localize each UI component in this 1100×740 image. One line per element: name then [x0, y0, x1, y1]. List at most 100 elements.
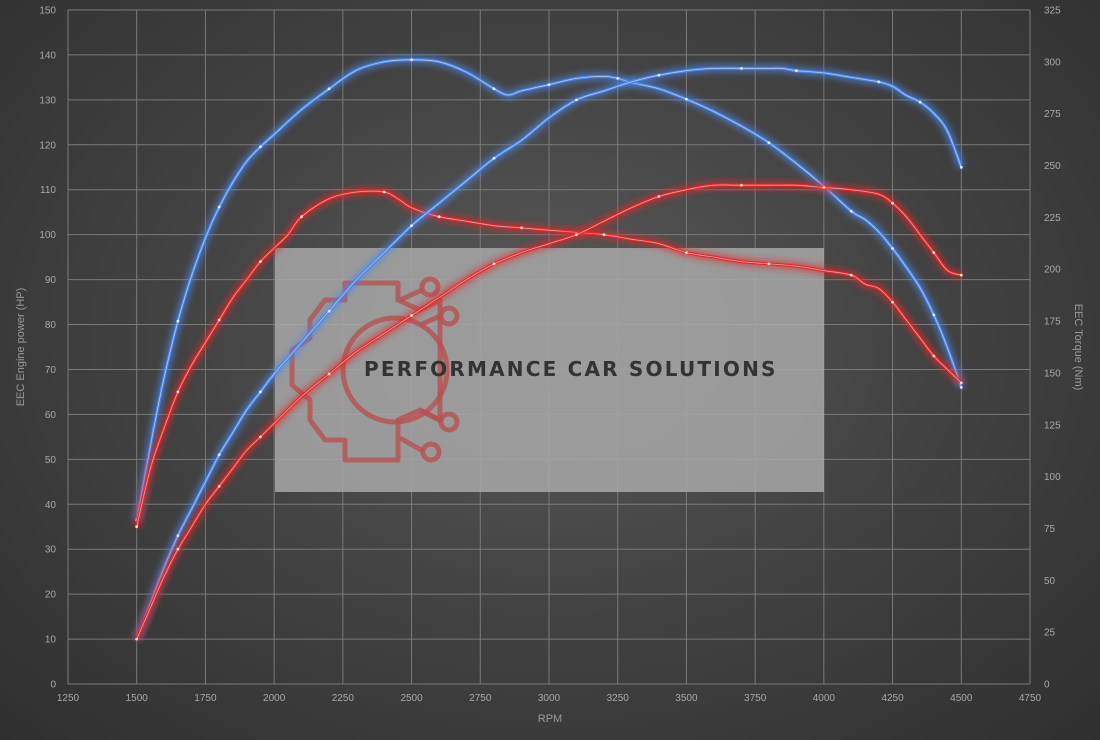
x-tick-label: 2000: [263, 693, 286, 704]
data-point: [135, 637, 139, 641]
x-axis-ticks: 1250 1500 1750 2000 2250 2500 2750 3000 3250 3500…: [57, 693, 1042, 704]
y-left-tick-label: 70: [45, 365, 57, 376]
data-point: [259, 390, 262, 394]
data-point: [932, 251, 936, 255]
x-tick-label: 1250: [57, 693, 80, 704]
data-point: [217, 453, 221, 457]
y-left-tick-label: 20: [45, 590, 57, 601]
y-axis-right-title: EEC Torque (Nm): [1072, 304, 1084, 391]
x-tick-label: 4750: [1019, 693, 1042, 704]
y-right-tick-label: 125: [1044, 420, 1061, 431]
data-point: [657, 73, 661, 77]
y-axis-right-ticks: 0 25 50 75 100 125 150 175 200 225 250 275 300 325: [1044, 6, 1061, 691]
y-right-tick-label: 150: [1044, 368, 1061, 379]
series-highlight: [136, 67, 962, 640]
watermark-brand-text: PERFORMANCE CAR SOLUTIONS: [364, 357, 778, 381]
series-highlight: [136, 190, 962, 527]
x-tick-label: 3750: [744, 693, 767, 704]
y-left-tick-label: 30: [45, 545, 57, 556]
data-point: [918, 100, 922, 104]
series-lines: [132, 55, 966, 641]
x-tick-label: 1750: [194, 693, 217, 704]
y-left-tick-label: 10: [45, 635, 57, 646]
y-left-tick-label: 140: [39, 50, 56, 61]
data-point: [795, 69, 798, 73]
x-tick-label: 1500: [126, 693, 149, 704]
y-right-tick-label: 225: [1044, 213, 1061, 224]
data-point: [492, 87, 496, 91]
gear-circuit-logo-icon: [289, 276, 460, 463]
data-point: [547, 83, 551, 87]
y-left-tick-label: 80: [45, 320, 57, 331]
data-point: [891, 300, 894, 304]
series-1: [132, 55, 966, 522]
data-point: [176, 390, 180, 394]
data-point: [176, 534, 180, 538]
data-point: [327, 87, 331, 91]
y-right-tick-label: 50: [1044, 576, 1056, 587]
y-right-tick-label: 325: [1044, 6, 1061, 17]
data-point: [657, 195, 661, 198]
data-point: [959, 386, 963, 389]
x-axis-title: RPM: [538, 713, 562, 725]
x-tick-label: 3250: [607, 693, 630, 704]
y-right-tick-label: 175: [1044, 317, 1061, 328]
data-point: [492, 156, 496, 160]
data-point: [932, 313, 936, 317]
data-point: [767, 262, 771, 266]
x-tick-label: 4500: [950, 693, 973, 704]
watermark-panel: [275, 248, 824, 492]
x-tick-label: 4250: [881, 693, 904, 704]
data-point: [891, 247, 894, 250]
data-point: [176, 319, 180, 323]
data-point: [217, 318, 221, 322]
series-4: [132, 180, 963, 641]
y-left-tick-label: 90: [45, 275, 57, 286]
y-left-tick-label: 60: [45, 410, 57, 421]
data-point: [217, 484, 221, 488]
x-tick-label: 2250: [332, 693, 355, 704]
data-point: [932, 354, 936, 358]
data-point: [259, 260, 262, 263]
y-right-tick-label: 275: [1044, 109, 1061, 120]
data-point: [685, 251, 688, 255]
data-point: [959, 165, 963, 169]
x-tick-label: 4000: [813, 693, 836, 704]
data-point: [575, 233, 578, 237]
series-highlight: [136, 184, 962, 640]
y-left-tick-label: 40: [45, 500, 57, 511]
data-point: [602, 233, 606, 237]
data-point: [575, 98, 578, 102]
data-point: [410, 224, 413, 228]
series-highlight: [136, 59, 962, 521]
data-point: [740, 67, 743, 70]
data-point: [520, 226, 523, 230]
x-tick-label: 3500: [675, 693, 698, 704]
y-left-tick-label: 100: [39, 230, 56, 241]
y-left-tick-label: 120: [39, 140, 56, 151]
y-axis-left-ticks: 0 10 20 30 40 50 60 70 80 90 100 110 120 130 140 150: [39, 6, 56, 691]
y-left-tick-label: 50: [45, 455, 57, 466]
data-point: [891, 201, 894, 205]
data-point: [849, 273, 853, 277]
y-right-tick-label: 75: [1044, 524, 1056, 535]
data-point: [382, 190, 386, 194]
data-point: [616, 77, 620, 80]
data-point: [685, 97, 688, 101]
y-right-tick-label: 200: [1044, 265, 1061, 276]
data-point: [135, 525, 139, 529]
y-right-tick-label: 300: [1044, 57, 1061, 68]
y-right-tick-label: 0: [1044, 680, 1050, 691]
data-point: [176, 547, 180, 551]
y-left-tick-label: 110: [40, 185, 56, 196]
data-point: [767, 141, 771, 145]
data-point: [259, 435, 262, 439]
data-point: [410, 314, 413, 317]
data-point: [410, 58, 413, 62]
data-point: [740, 183, 743, 187]
data-point: [217, 205, 221, 209]
x-tick-label: 3000: [538, 693, 561, 704]
x-tick-label: 2500: [400, 693, 423, 704]
data-point: [327, 372, 331, 376]
